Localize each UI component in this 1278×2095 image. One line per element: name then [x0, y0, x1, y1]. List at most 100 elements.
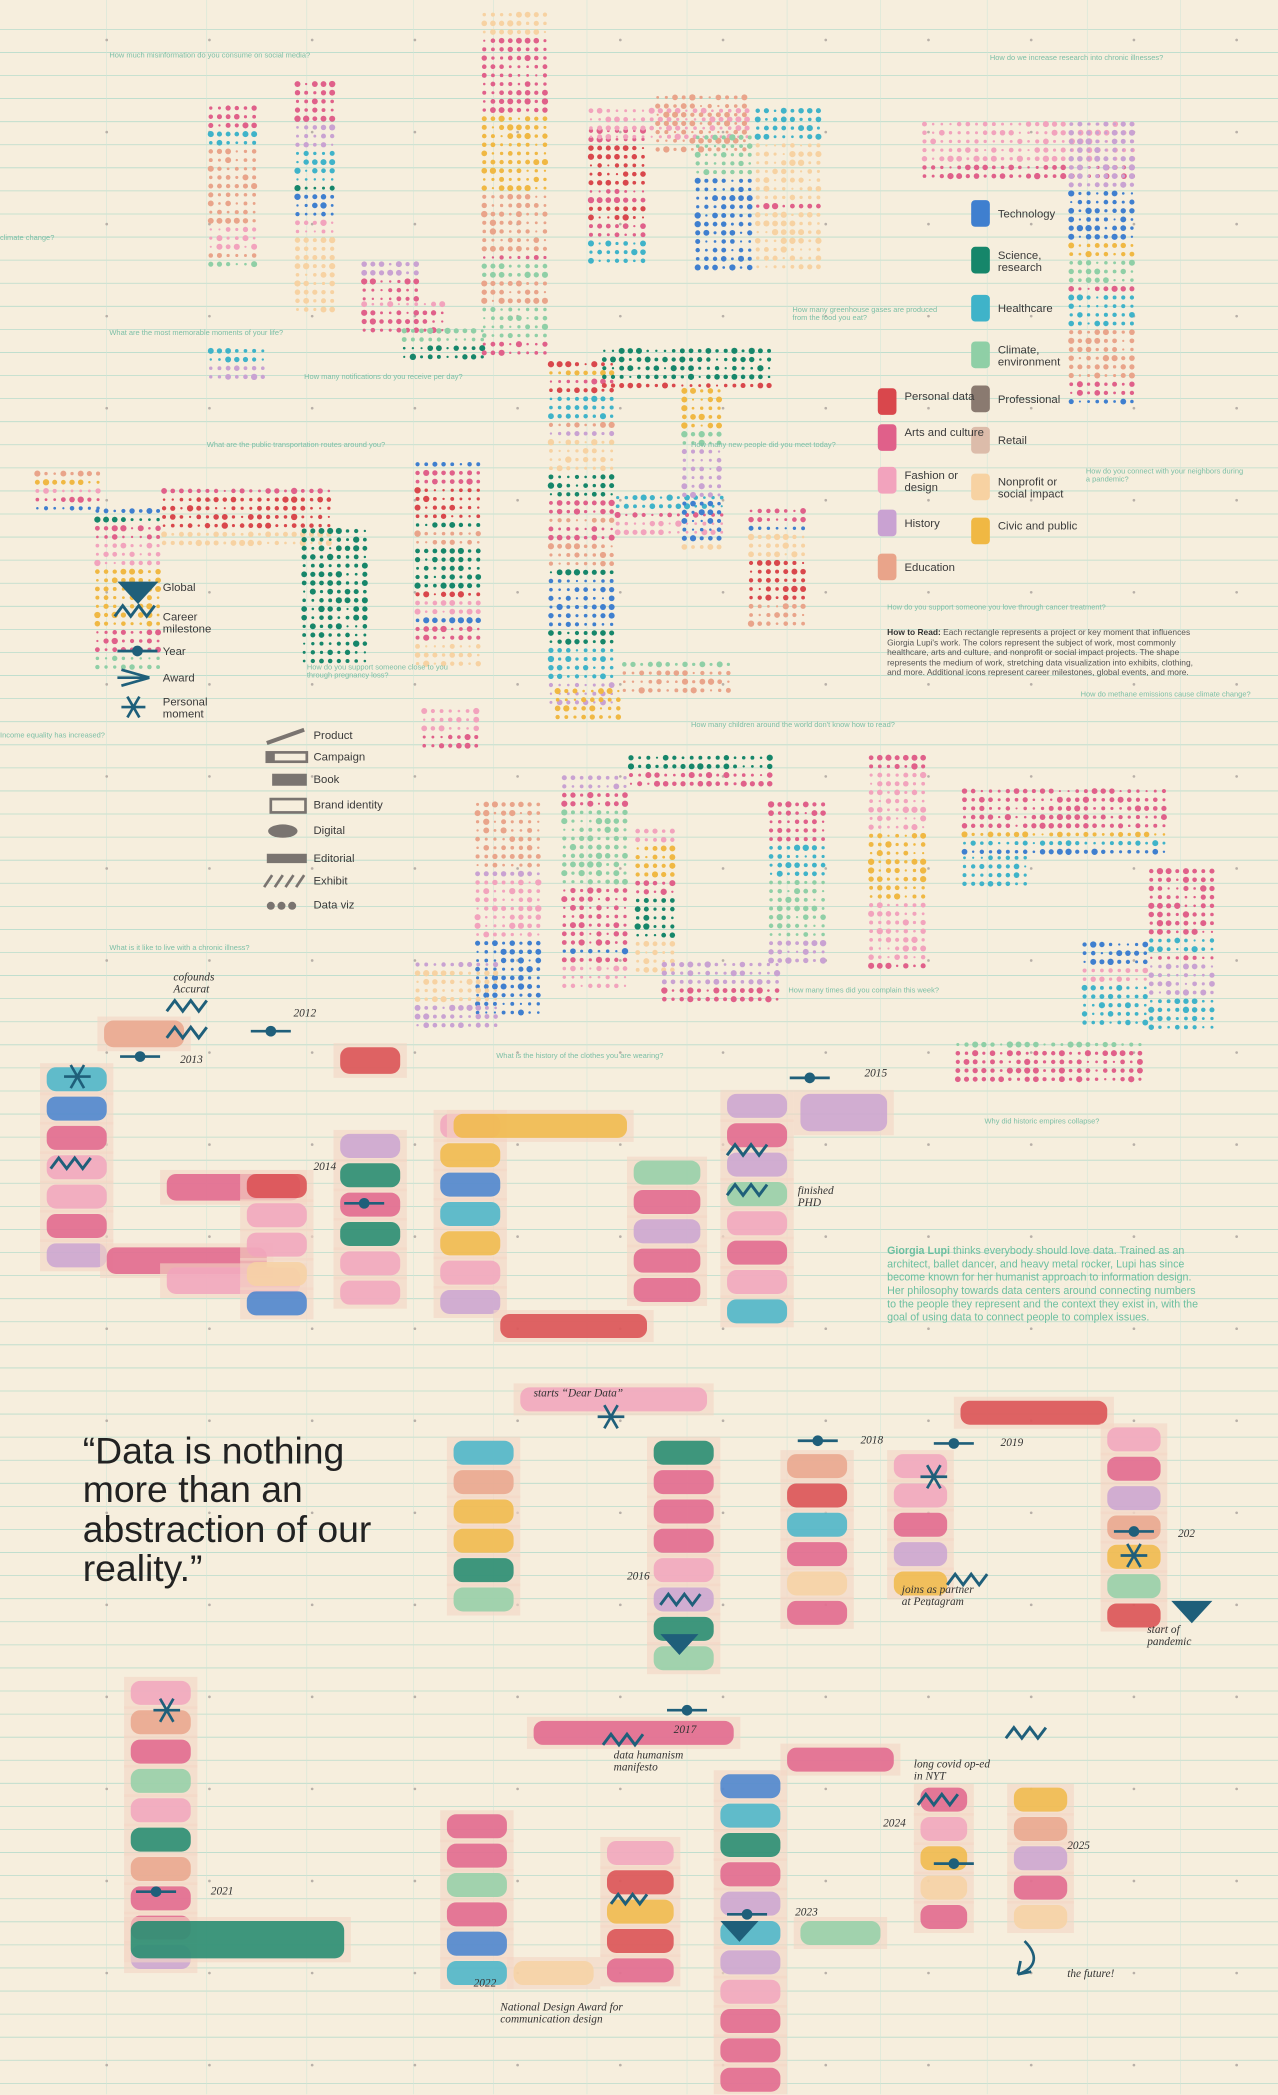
dot [476, 557, 481, 562]
dot [481, 142, 487, 148]
dot [1022, 788, 1028, 794]
dot [624, 521, 629, 526]
dot [1120, 216, 1127, 223]
dot [1210, 921, 1214, 926]
dot [1149, 938, 1154, 943]
dot [446, 347, 449, 350]
dot [508, 117, 512, 121]
dot [717, 671, 722, 675]
dot [723, 755, 730, 761]
dot [466, 1004, 473, 1011]
dot [902, 806, 910, 813]
dot [517, 957, 525, 964]
dot [597, 784, 601, 788]
dot [295, 211, 300, 217]
grid-dot [1235, 1143, 1238, 1146]
dot [330, 108, 334, 112]
dot [790, 247, 794, 251]
dot [1120, 130, 1126, 136]
dot [87, 497, 92, 502]
dot [1076, 1059, 1082, 1065]
dot [748, 543, 754, 548]
grid-dot [105, 1879, 109, 1883]
dot [1008, 147, 1014, 153]
dot [1017, 138, 1023, 145]
dot [610, 458, 614, 462]
dot [795, 811, 799, 815]
dot [931, 157, 935, 160]
dot [463, 338, 467, 341]
dot [491, 316, 495, 321]
dot [344, 597, 351, 604]
dot [680, 763, 686, 769]
dot [629, 782, 633, 785]
dot [380, 297, 383, 300]
dot [1068, 1077, 1073, 1081]
dot [155, 525, 161, 532]
dot [634, 906, 641, 913]
dot [999, 1060, 1003, 1064]
dot [798, 203, 804, 209]
dot [501, 819, 507, 825]
dot [903, 928, 909, 934]
dot [1120, 286, 1126, 292]
grid-dot [927, 1419, 930, 1423]
grid-dot [105, 406, 109, 410]
dot [749, 356, 755, 363]
dot [644, 828, 649, 834]
dot [973, 155, 980, 162]
dot [997, 841, 1001, 845]
dot [410, 328, 415, 333]
dot [311, 641, 315, 646]
dot [1083, 789, 1088, 794]
dot [1094, 1051, 1099, 1055]
dot [1051, 155, 1058, 162]
dot [691, 441, 695, 445]
dot [598, 242, 601, 245]
dot [707, 121, 712, 126]
dot [656, 113, 659, 116]
dot [598, 216, 601, 219]
dot [1095, 217, 1100, 222]
dot [621, 800, 629, 807]
dot [217, 166, 222, 171]
dot [1121, 356, 1126, 361]
dot [725, 95, 730, 100]
dot [261, 358, 264, 361]
dot [1043, 1043, 1046, 1046]
dot [475, 966, 480, 972]
dot [1116, 976, 1122, 982]
dot [765, 534, 772, 540]
dot [526, 351, 530, 355]
dot [216, 235, 223, 242]
dot [448, 709, 452, 713]
dot [563, 705, 570, 712]
dot [481, 202, 487, 209]
dot [499, 220, 504, 225]
dot [517, 290, 521, 294]
dot [699, 536, 704, 541]
dot [885, 798, 892, 804]
grid-dot [310, 775, 314, 778]
dot [819, 957, 827, 964]
dot [1156, 867, 1164, 875]
dot [741, 366, 745, 370]
dot [475, 548, 481, 554]
dot [566, 700, 571, 705]
dot [658, 529, 664, 536]
dot [972, 1041, 979, 1048]
dot [543, 255, 547, 260]
dot [1183, 1025, 1188, 1030]
dot [1144, 797, 1149, 802]
dot [804, 855, 807, 858]
dot [741, 103, 747, 109]
dot [415, 988, 420, 993]
dot [518, 914, 524, 920]
dot [283, 523, 288, 528]
dot [112, 604, 117, 609]
dot [424, 601, 428, 605]
dot [296, 134, 299, 138]
dot [878, 799, 882, 803]
dot [423, 617, 430, 624]
dot [682, 687, 688, 693]
